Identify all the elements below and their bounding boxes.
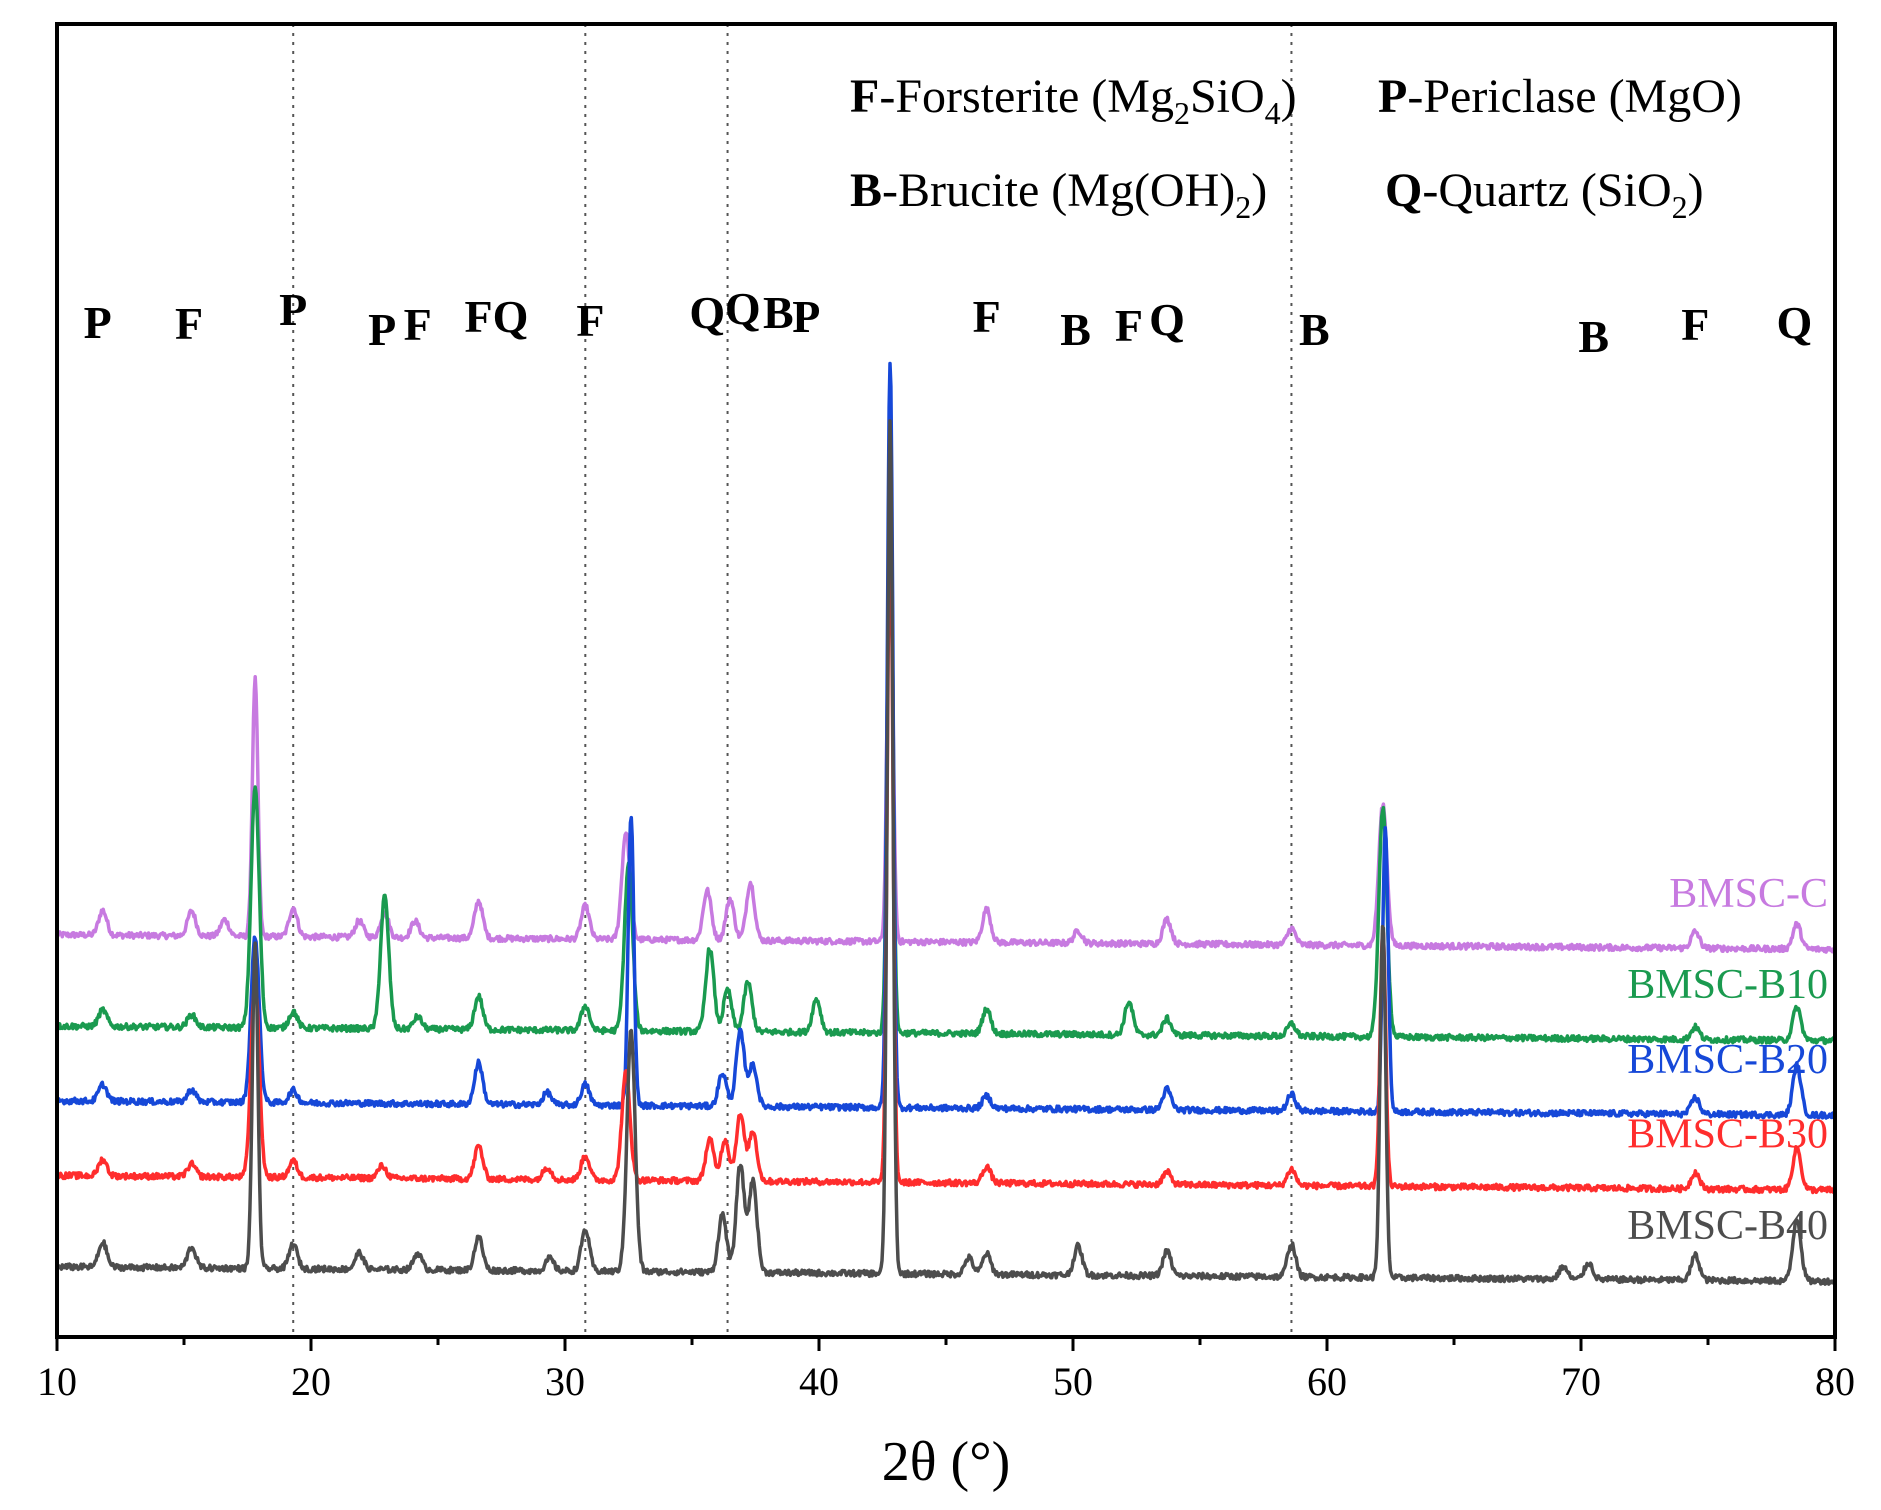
plot-frame: [55, 22, 1837, 1339]
x-tick-label: 80: [1815, 1359, 1855, 1404]
peak-label: B: [763, 287, 794, 338]
peak-label: F: [404, 299, 432, 350]
series-label-bmsc-b10: BMSC-B10: [1627, 962, 1828, 1008]
peak-label: B: [1060, 304, 1091, 355]
x-axis-title: 2θ (°): [882, 1431, 1011, 1493]
series-label-bmsc-b40: BMSC-B40: [1627, 1203, 1828, 1249]
peak-label: F: [1115, 300, 1143, 351]
peak-label: B: [1578, 311, 1609, 362]
series-labels: BMSC-C BMSC-B10 BMSC-B20 BMSC-B30 BMSC-B40: [1627, 871, 1828, 1249]
x-tick-label: 30: [545, 1359, 585, 1404]
x-tick-label: 10: [37, 1359, 77, 1404]
peak-label: P: [792, 291, 820, 342]
phase-legend: F-Forsterite (Mg2SiO4) P-Periclase (MgO)…: [850, 70, 1742, 225]
peak-label: F: [175, 298, 203, 349]
series-label-bmsc-b20: BMSC-B20: [1627, 1037, 1828, 1083]
x-tick-label: 60: [1307, 1359, 1347, 1404]
series-line-bmsc-c: [55, 524, 1837, 954]
legend-quartz: Q-Quartz (SiO2): [1385, 164, 1704, 225]
series-label-bmsc-b30: BMSC-B30: [1627, 1112, 1828, 1158]
series-line-bmsc-b10: [56, 470, 1837, 1046]
peak-labels: P F P P F FQ F Q Q BP F B F Q B B F Q: [84, 283, 1813, 362]
peak-label: B: [1299, 304, 1330, 355]
legend-forsterite: F-Forsterite (Mg2SiO4): [850, 70, 1297, 131]
reference-lines: [292, 24, 1293, 1337]
peak-label: F: [1681, 299, 1709, 350]
x-tick-label: 70: [1561, 1359, 1601, 1404]
peak-label: Q: [689, 287, 725, 338]
legend-forsterite-symbol: F: [850, 70, 879, 123]
legend-quartz-symbol: Q: [1385, 164, 1422, 217]
peak-label: Q: [725, 283, 761, 334]
legend-brucite-symbol: B: [850, 164, 882, 217]
peak-label: P: [368, 304, 396, 355]
series-line-bmsc-b30: [55, 515, 1837, 1195]
peak-label: FQ: [464, 291, 528, 342]
x-tick-label: 40: [799, 1359, 839, 1404]
peak-label: F: [973, 291, 1001, 342]
legend-periclase: P-Periclase (MgO): [1378, 70, 1742, 123]
series-label-bmsc-c: BMSC-C: [1669, 871, 1828, 917]
series-layer: [55, 361, 1837, 1286]
x-axis: 10 20 30 40 50 60 70 80: [37, 1337, 1855, 1404]
x-tick-label: 50: [1053, 1359, 1093, 1404]
peak-label: Q: [1776, 297, 1812, 348]
peak-label: Q: [1149, 294, 1185, 345]
peak-label: F: [576, 295, 604, 346]
peak-label: P: [279, 284, 307, 335]
series-line-bmsc-b20: [55, 361, 1837, 1120]
peak-label: P: [84, 297, 112, 348]
series-line-bmsc-b40: [56, 419, 1837, 1286]
legend-brucite: B-Brucite (Mg(OH)2): [850, 164, 1267, 225]
legend-periclase-symbol: P: [1378, 70, 1407, 123]
x-tick-label: 20: [291, 1359, 331, 1404]
